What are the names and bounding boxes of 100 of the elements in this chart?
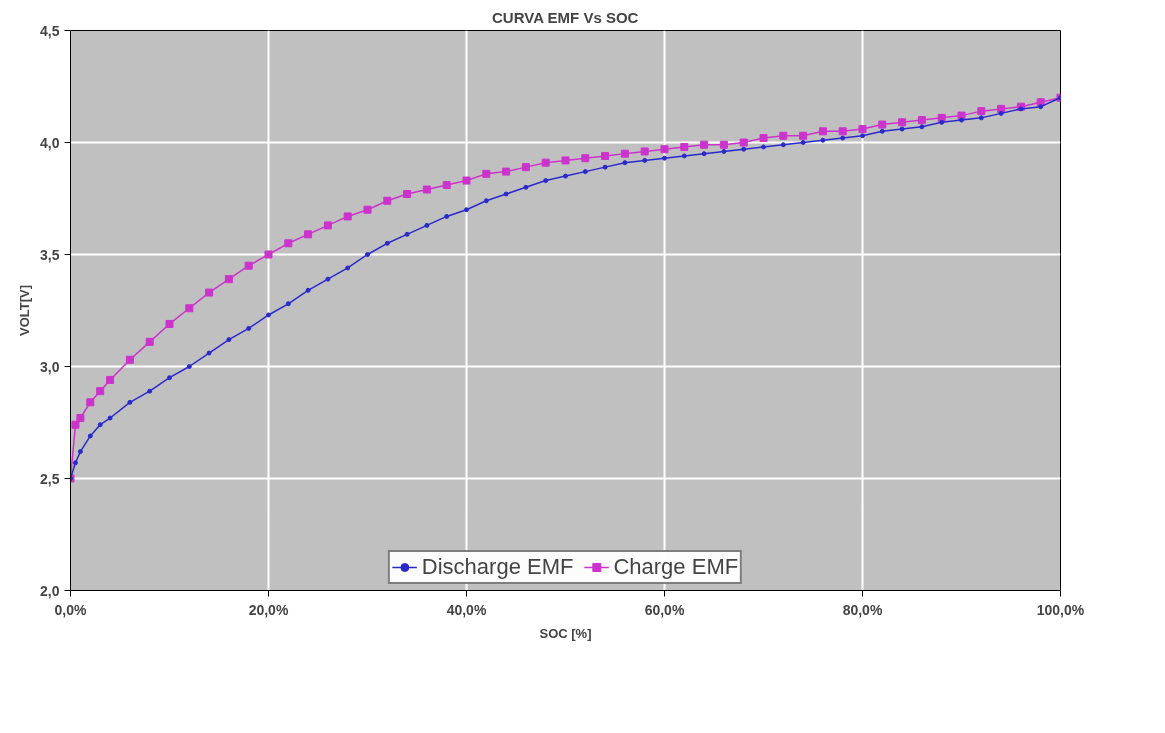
point (305, 287, 311, 293)
point (462, 176, 471, 185)
point (72, 460, 78, 466)
point (343, 212, 352, 221)
point (761, 144, 766, 150)
point (1038, 104, 1044, 110)
point (879, 128, 885, 134)
point (681, 153, 687, 159)
y-tick-label: 2,0 (40, 582, 60, 599)
point (323, 221, 332, 230)
point (622, 160, 628, 166)
point (998, 110, 1004, 116)
point (701, 151, 707, 157)
point (403, 190, 412, 199)
point (561, 156, 570, 165)
point (442, 181, 451, 190)
y-tick-label: 4,0 (40, 134, 60, 151)
point (602, 164, 608, 170)
point (741, 146, 747, 152)
point (284, 239, 293, 248)
point (719, 140, 728, 149)
point (721, 148, 727, 154)
point (640, 147, 649, 156)
point (226, 337, 232, 343)
point (858, 125, 867, 134)
legend-label: Discharge EMF (421, 554, 574, 580)
point (739, 138, 748, 147)
point (899, 126, 905, 132)
point (978, 115, 984, 121)
point (581, 154, 590, 163)
point (424, 222, 430, 228)
point (820, 137, 826, 143)
point (779, 131, 788, 140)
x-tick-label: 20,0% (248, 601, 289, 618)
x-tick-label: 0,0% (54, 601, 88, 618)
point (620, 149, 629, 158)
point (264, 250, 273, 259)
point (246, 325, 252, 331)
point (521, 163, 530, 172)
point (205, 288, 214, 297)
point (878, 120, 887, 129)
x-tick-label: 80,0% (842, 601, 883, 618)
point (919, 124, 925, 130)
y-axis-title: VOLT[V] (17, 284, 33, 337)
point (898, 118, 907, 127)
point (185, 304, 194, 313)
point (482, 169, 491, 178)
y-tick-label: 2,5 (40, 470, 60, 487)
point (503, 191, 509, 197)
y-tick-label: 3,0 (40, 358, 60, 375)
point (127, 399, 133, 405)
y-tick-label: 4,5 (40, 22, 60, 39)
legend-label: Charge EMF (613, 554, 739, 580)
point (582, 169, 588, 175)
point (224, 275, 233, 284)
point (541, 158, 550, 167)
point (502, 167, 511, 176)
point (799, 131, 808, 140)
point (662, 155, 667, 161)
point (384, 240, 390, 246)
point (917, 116, 926, 125)
point (404, 231, 410, 237)
point (959, 117, 964, 123)
x-tick-label: 40,0% (446, 601, 487, 618)
x-axis-title: SOC [%] (539, 625, 592, 641)
point (780, 142, 786, 148)
point (125, 355, 134, 364)
point (939, 119, 945, 125)
point (107, 415, 113, 421)
point (325, 276, 331, 282)
point (818, 127, 827, 136)
point (543, 178, 549, 184)
point (365, 252, 370, 257)
point (285, 301, 291, 307)
point (680, 142, 689, 151)
point (77, 449, 83, 455)
point (106, 375, 115, 384)
point (304, 230, 313, 239)
point (97, 422, 103, 428)
point (840, 135, 846, 141)
x-tick-label: 60,0% (644, 601, 685, 618)
point (363, 205, 372, 214)
point (186, 364, 192, 369)
point (147, 388, 153, 394)
point (660, 145, 669, 154)
point (642, 157, 648, 163)
point (345, 265, 351, 271)
point (244, 261, 253, 270)
point (601, 151, 610, 160)
point (266, 312, 271, 318)
point (800, 140, 806, 145)
point (483, 198, 489, 204)
point (71, 420, 80, 429)
point (977, 107, 986, 116)
point (96, 387, 105, 396)
point (759, 134, 768, 143)
point (206, 350, 212, 356)
y-tick-label: 3,5 (40, 246, 60, 263)
x-tick-label: 100,0% (1036, 601, 1085, 618)
point (860, 133, 865, 139)
